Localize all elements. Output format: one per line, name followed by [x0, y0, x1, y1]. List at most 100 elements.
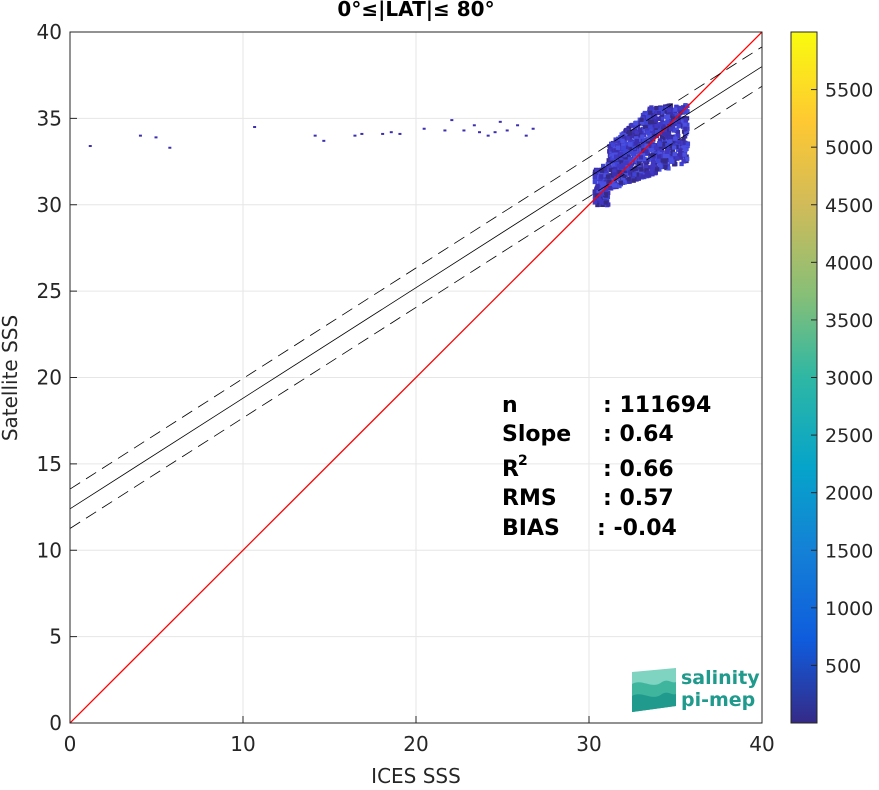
density-cell	[633, 120, 639, 125]
density-cell	[462, 129, 466, 132]
density-cell	[640, 120, 645, 125]
density-cell	[595, 183, 600, 188]
density-cell	[665, 114, 671, 119]
density-cell	[682, 123, 687, 128]
density-cell	[648, 125, 653, 130]
density-cell	[683, 147, 688, 153]
density-cell	[620, 138, 625, 143]
density-cell	[600, 182, 605, 188]
density-cell	[599, 200, 604, 205]
density-cell	[683, 118, 688, 123]
density-cell	[611, 153, 617, 159]
density-cell	[592, 200, 597, 205]
stat-rms-value: : 0.57	[603, 486, 674, 511]
stat-slope-label: Slope	[502, 422, 571, 447]
density-cell	[680, 123, 685, 128]
density-cell	[154, 136, 158, 139]
density-cell	[609, 151, 615, 156]
density-cell	[632, 172, 637, 177]
density-cell	[669, 152, 674, 157]
density-cell	[623, 149, 628, 154]
density-cell	[638, 144, 644, 150]
density-cell	[665, 143, 670, 148]
density-cell	[656, 116, 662, 121]
density-cell	[612, 172, 617, 177]
density-cell	[625, 145, 630, 150]
lower-confidence-line	[70, 85, 762, 529]
density-cell	[668, 139, 673, 144]
density-cell	[450, 119, 454, 122]
density-cell	[640, 141, 645, 146]
density-cell	[658, 106, 663, 111]
density-cell	[654, 105, 659, 111]
density-cell	[658, 164, 663, 169]
density-cell	[645, 120, 650, 125]
density-cell	[620, 162, 626, 167]
density-cell	[594, 168, 599, 173]
density-cell	[624, 160, 629, 165]
density-cell	[662, 142, 667, 147]
density-cell	[645, 141, 651, 146]
density-cell	[682, 109, 687, 114]
density-cell	[609, 167, 614, 173]
density-cell	[654, 110, 659, 115]
density-cell	[648, 148, 653, 153]
density-cell	[659, 134, 665, 139]
density-cell	[633, 136, 639, 141]
density-cell	[666, 166, 671, 171]
density-cell	[595, 202, 600, 208]
density-cell	[658, 142, 663, 147]
density-cell	[635, 123, 641, 128]
density-cell	[602, 166, 607, 172]
density-cell	[650, 135, 656, 141]
density-cell	[653, 170, 659, 175]
density-cell	[650, 152, 655, 158]
density-cell	[675, 129, 681, 135]
density-cell	[643, 149, 649, 154]
density-cell	[644, 168, 649, 173]
density-cell	[645, 128, 650, 133]
density-cell	[664, 149, 669, 154]
density-cell	[619, 132, 624, 137]
density-cell	[168, 146, 172, 149]
density-cell	[638, 127, 643, 132]
density-cell	[633, 141, 638, 147]
x-axis-ticks: 0 10 20 30 40	[64, 716, 775, 756]
density-cell	[678, 148, 683, 153]
density-cell	[679, 161, 684, 167]
density-cell	[681, 137, 686, 142]
density-cell	[673, 107, 678, 112]
density-cell	[615, 145, 621, 150]
density-cell	[607, 163, 612, 169]
density-cell	[677, 152, 683, 157]
x-tick-label: 0	[64, 732, 77, 756]
stat-rms-label: RMS	[502, 486, 557, 511]
density-cell	[629, 133, 634, 139]
regression-line	[70, 66, 762, 510]
density-cell	[660, 121, 666, 126]
density-cell	[668, 157, 674, 162]
density-cell	[603, 200, 608, 205]
density-cell	[639, 117, 644, 122]
colorbar-tick-label: 3000	[825, 368, 873, 390]
density-cell	[648, 155, 653, 161]
density-cell	[650, 130, 655, 135]
density-cell	[633, 158, 639, 164]
density-cell	[599, 187, 605, 192]
density-cell	[671, 116, 676, 121]
density-cell	[652, 160, 658, 165]
density-cell	[672, 162, 677, 167]
density-cell	[598, 192, 604, 197]
colorbar-tick-label: 500	[825, 655, 861, 677]
density-cell	[682, 140, 688, 145]
density-cell	[607, 179, 612, 184]
density-cell	[672, 151, 677, 157]
density-cell	[636, 164, 642, 170]
density-cell	[672, 145, 677, 150]
density-cell	[643, 159, 648, 164]
density-cell	[599, 174, 604, 179]
density-cell	[654, 123, 659, 129]
density-cell	[596, 190, 601, 195]
density-cell	[663, 159, 668, 164]
